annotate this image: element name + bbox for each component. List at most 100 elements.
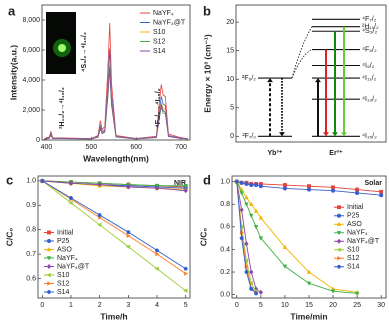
plot-frame — [41, 4, 191, 141]
y-tick-label: 2,000 — [22, 107, 40, 114]
x-tick-label: 400 — [41, 144, 53, 151]
marker — [282, 186, 288, 191]
legend-label: S10 — [153, 29, 166, 36]
marker — [183, 271, 189, 276]
legend-label: NaYF₄ — [153, 10, 174, 17]
marker — [331, 185, 335, 190]
x-tick-label: 1 — [69, 302, 73, 309]
marker — [125, 244, 131, 249]
emission-arrow-head — [323, 132, 329, 137]
marker — [47, 230, 51, 235]
marker — [46, 238, 52, 244]
level-label: ²F₇/₂ — [242, 133, 256, 140]
emission-arrow-head — [341, 132, 347, 137]
legend-label: NaYF₄ — [347, 230, 368, 237]
energy-transfer — [291, 49, 313, 79]
legend-label: NaYF₄@T — [347, 238, 380, 245]
marker — [355, 190, 360, 196]
marker — [239, 180, 244, 185]
relaxation-arrow-head — [279, 132, 285, 137]
legend-label: S10 — [57, 272, 70, 279]
etu-arrow-head — [315, 78, 321, 83]
y-tick-label: 0.4 — [220, 246, 230, 253]
chart-title: NIR — [174, 180, 186, 187]
marker — [46, 290, 52, 294]
marker — [249, 213, 254, 219]
y-axis-label: Energy × 10³ (cm⁻¹) — [202, 34, 212, 113]
y-tick-label: 0.2 — [220, 269, 230, 276]
marker — [306, 187, 312, 192]
series-line — [42, 180, 186, 192]
legend-label: S14 — [347, 264, 360, 271]
y-axis-label: Intensity(a.u.) — [8, 45, 18, 100]
x-axis-label: Time/min — [290, 311, 327, 321]
marker — [330, 188, 336, 193]
series-line — [236, 181, 358, 293]
legend-label: Initial — [347, 204, 364, 211]
level-label: ⁴I₁₅/₂ — [362, 133, 377, 140]
legend-label: P25 — [347, 213, 360, 220]
marker — [47, 281, 52, 286]
x-tick-label: 5 — [259, 302, 263, 309]
y-tick-label: 0.9 — [26, 202, 36, 209]
marker — [249, 182, 254, 188]
panel-letter: a — [8, 3, 16, 18]
annotation: ⁴F₉/₂→⁴I₁₅/₂ — [155, 88, 162, 128]
x-tick-label: 10 — [281, 302, 289, 309]
x-axis-label: Time/h — [100, 311, 127, 321]
y-tick-label: 0.8 — [26, 227, 36, 234]
marker — [248, 281, 253, 286]
marker — [337, 256, 342, 261]
level-label: ²H₁₁/₂ — [362, 24, 379, 31]
plot-frame — [231, 175, 387, 299]
series-line — [42, 180, 186, 292]
marker — [97, 181, 102, 188]
level-label: ⁴I₉/₂ — [362, 62, 375, 69]
x-tick-label: 4 — [155, 302, 159, 309]
marker — [306, 269, 312, 274]
y-tick-label: 1.0 — [220, 178, 230, 185]
x-tick-label: 0 — [40, 302, 44, 309]
x-tick-label: 700 — [175, 144, 187, 151]
marker — [234, 179, 239, 184]
marker — [126, 184, 131, 190]
marker — [258, 289, 264, 295]
marker — [249, 269, 254, 275]
marker — [155, 251, 160, 257]
level-label: ⁴F₇/₂ — [362, 16, 377, 23]
marker — [283, 183, 287, 187]
marker — [258, 184, 263, 189]
marker — [239, 207, 244, 213]
level-label: ⁴I₁₃/₂ — [362, 96, 377, 103]
marker — [154, 248, 160, 253]
inset-photo — [46, 12, 76, 74]
marker — [253, 182, 259, 188]
energy-transfer — [291, 26, 313, 79]
emission-arrow-head — [332, 132, 338, 137]
legend-label: NaYF₄@T — [153, 19, 186, 26]
y-tick-label: 8,000 — [22, 17, 40, 24]
marker — [249, 287, 254, 291]
y-tick-label: 0.7 — [26, 251, 36, 258]
marker — [249, 201, 254, 206]
x-tick-label: 2 — [98, 302, 102, 309]
y-tick-label: 6,000 — [22, 47, 40, 54]
marker — [306, 281, 312, 286]
marker — [68, 196, 74, 200]
y-axis-label: C/C₀ — [4, 228, 14, 247]
marker — [282, 264, 288, 269]
marker — [355, 187, 360, 192]
marker — [68, 180, 74, 186]
plot-frame — [235, 4, 387, 143]
x-tick-label: 20 — [329, 302, 337, 309]
marker — [244, 181, 249, 187]
marker — [68, 200, 73, 206]
legend-label: NaYF₄ — [57, 255, 78, 262]
marker — [379, 193, 384, 198]
inset-glow-core — [58, 44, 66, 52]
marker — [239, 236, 244, 240]
marker — [46, 256, 52, 261]
x-axis-label: Wavelength(nm) — [83, 153, 149, 163]
y-tick-label: 0 — [36, 137, 40, 144]
